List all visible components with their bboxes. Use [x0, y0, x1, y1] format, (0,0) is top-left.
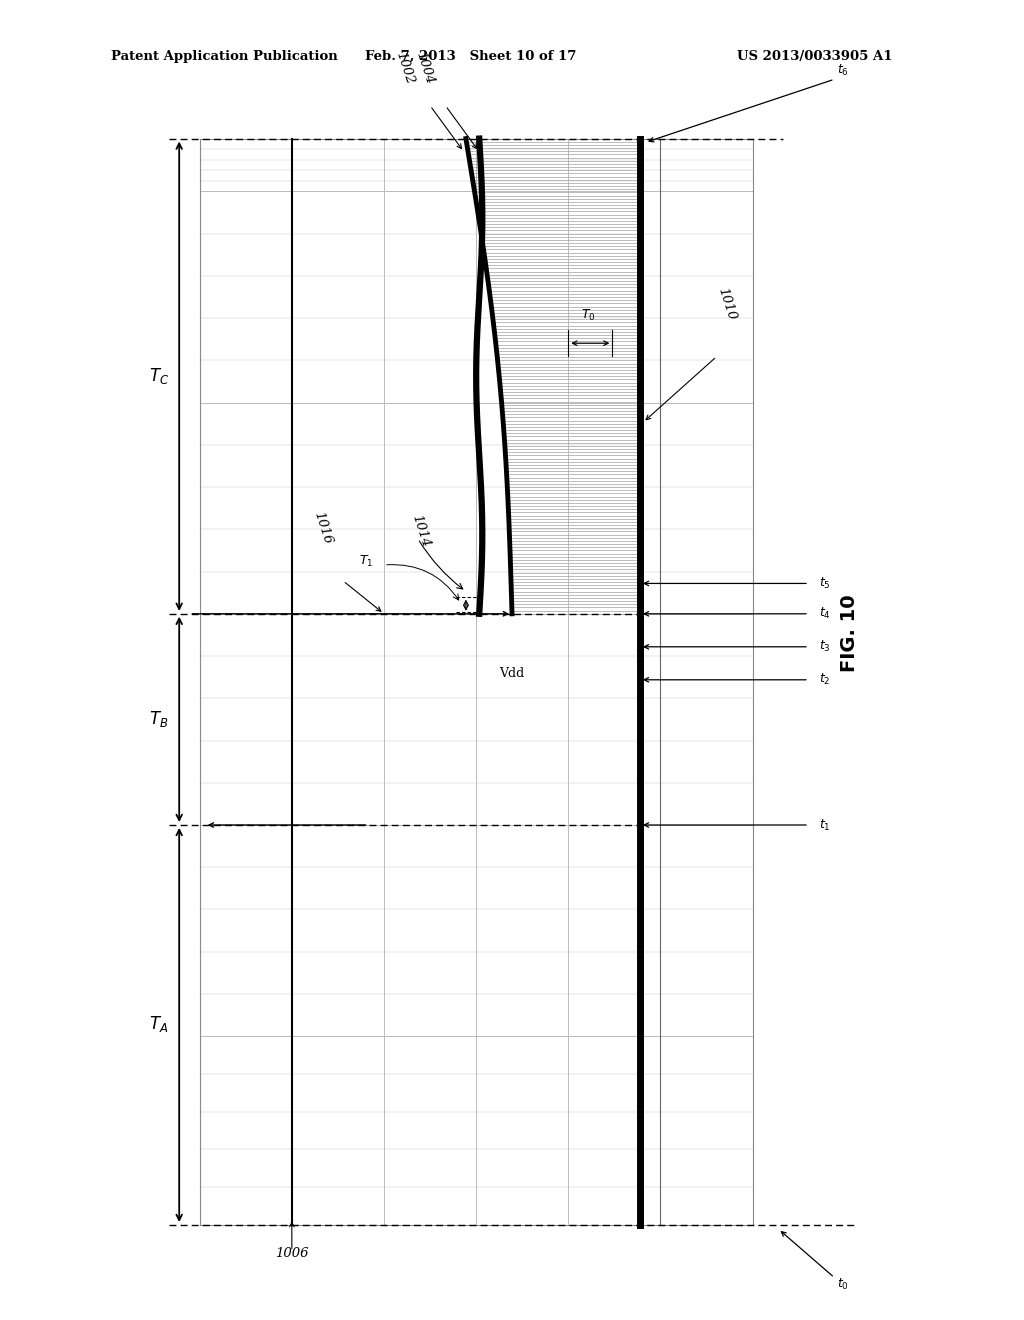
Text: FIG. 10: FIG. 10 — [841, 595, 859, 672]
Text: 1002: 1002 — [393, 50, 416, 86]
Text: $t_1$: $t_1$ — [819, 817, 830, 833]
Text: 1010: 1010 — [716, 285, 738, 322]
Text: $T_A$: $T_A$ — [150, 1014, 168, 1035]
Text: $t_4$: $t_4$ — [819, 606, 831, 622]
Text: 1004: 1004 — [414, 50, 436, 86]
Text: $T_1$: $T_1$ — [359, 553, 374, 569]
Text: $T_0$: $T_0$ — [582, 309, 596, 323]
Text: $T_B$: $T_B$ — [150, 709, 168, 730]
Text: $t_3$: $t_3$ — [819, 639, 831, 655]
Text: Vdd: Vdd — [500, 667, 524, 680]
Text: 1016: 1016 — [311, 510, 334, 546]
Text: US 2013/0033905 A1: US 2013/0033905 A1 — [737, 50, 893, 63]
Text: 1006: 1006 — [275, 1247, 308, 1261]
Text: $t_2$: $t_2$ — [819, 672, 830, 688]
Text: $t_5$: $t_5$ — [819, 576, 830, 591]
Text: $t_0$: $t_0$ — [837, 1276, 849, 1292]
Text: $t_6$: $t_6$ — [837, 62, 849, 78]
Text: Patent Application Publication: Patent Application Publication — [111, 50, 337, 63]
Text: Feb. 7, 2013   Sheet 10 of 17: Feb. 7, 2013 Sheet 10 of 17 — [366, 50, 577, 63]
Text: 1014: 1014 — [410, 512, 432, 549]
Text: $T_C$: $T_C$ — [148, 366, 169, 387]
